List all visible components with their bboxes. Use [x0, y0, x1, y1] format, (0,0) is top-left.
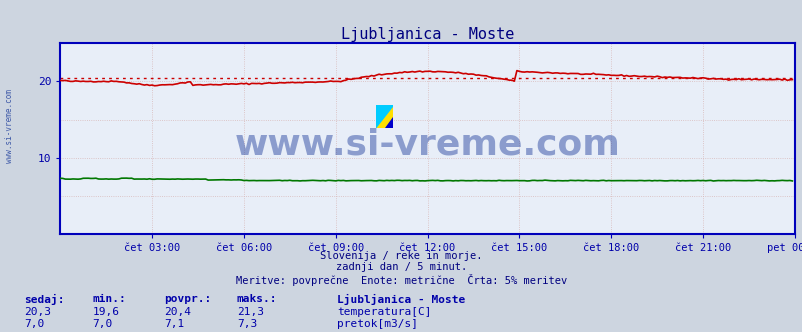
Text: www.si-vreme.com: www.si-vreme.com: [234, 127, 620, 161]
Text: Meritve: povprečne  Enote: metrične  Črta: 5% meritev: Meritve: povprečne Enote: metrične Črta:…: [236, 274, 566, 286]
Text: sedaj:: sedaj:: [24, 294, 64, 305]
Text: povpr.:: povpr.:: [164, 294, 212, 304]
Text: 20,3: 20,3: [24, 307, 51, 317]
Text: min.:: min.:: [92, 294, 126, 304]
Polygon shape: [375, 105, 393, 128]
Text: temperatura[C]: temperatura[C]: [337, 307, 431, 317]
Text: Ljubljanica - Moste: Ljubljanica - Moste: [337, 294, 465, 305]
Text: 7,3: 7,3: [237, 319, 257, 329]
Text: 7,0: 7,0: [24, 319, 44, 329]
Polygon shape: [384, 117, 393, 128]
Text: 7,1: 7,1: [164, 319, 184, 329]
Text: zadnji dan / 5 minut.: zadnji dan / 5 minut.: [335, 262, 467, 272]
Text: Slovenija / reke in morje.: Slovenija / reke in morje.: [320, 251, 482, 261]
Title: Ljubljanica - Moste: Ljubljanica - Moste: [341, 27, 513, 42]
Text: maks.:: maks.:: [237, 294, 277, 304]
Text: pretok[m3/s]: pretok[m3/s]: [337, 319, 418, 329]
Text: 20,4: 20,4: [164, 307, 192, 317]
Text: 21,3: 21,3: [237, 307, 264, 317]
Text: 19,6: 19,6: [92, 307, 119, 317]
Text: 7,0: 7,0: [92, 319, 112, 329]
Polygon shape: [375, 105, 393, 128]
Text: www.si-vreme.com: www.si-vreme.com: [5, 89, 14, 163]
